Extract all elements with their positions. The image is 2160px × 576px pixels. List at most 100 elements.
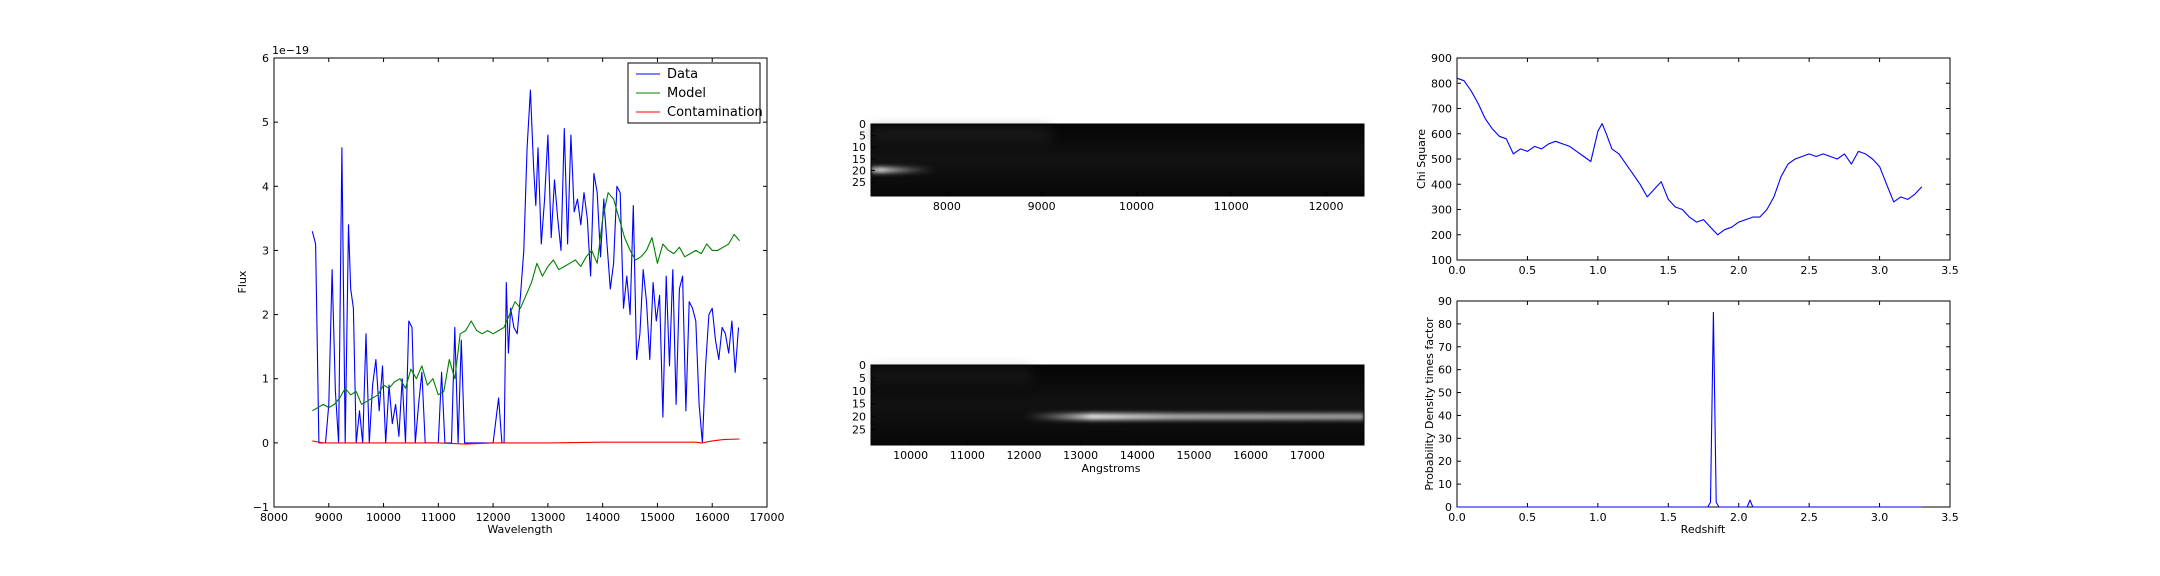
data-line	[311, 89, 740, 444]
p2-xtick-label: 9000	[1028, 200, 1056, 213]
probability-x-ticks: 0.0 0.5 1.0 1.5 2.0 2.5 3.0 3.5	[1448, 301, 1959, 524]
spectrum-ytick-label: 6	[262, 52, 269, 65]
probability-y-label: Probability Density times factor	[1423, 317, 1436, 491]
prob-ytick-label: 50	[1438, 387, 1452, 400]
p3-ytick-label: 0	[859, 359, 866, 372]
prob-ytick-label: 60	[1438, 364, 1452, 377]
p2-xtick-label: 8000	[933, 200, 961, 213]
p3-ytick-label: 5	[859, 372, 866, 385]
p3-xtick-label: 11000	[950, 449, 985, 462]
prob-ytick-label: 40	[1438, 409, 1452, 422]
spectrum-ytick-label: 4	[262, 180, 269, 193]
p3-ytick-label: 10	[852, 385, 866, 398]
chi-xtick-label: 1.5	[1660, 264, 1678, 277]
p2-ytick-label: 0	[859, 118, 866, 131]
spectrum-2d-bottom-panel: 10000 11000 12000 13000 14000 15000 16000 17000…	[852, 359, 1365, 475]
prob-xtick-label: 2.5	[1800, 511, 1818, 524]
angstroms-label: Angstroms	[1082, 462, 1141, 475]
spectrum-panel: 8000 9000 10000 11000 12000 13000 14000 15000 16…	[236, 44, 785, 536]
spectrum-2d-bottom-haze	[871, 368, 1031, 382]
probability-panel: 0.0 0.5 1.0 1.5 2.0 2.5 3.0 3.5 0 10 20 30 40 50 60 70…	[1423, 295, 1959, 536]
p3-xtick-label: 17000	[1290, 449, 1325, 462]
chi-ytick-label: 600	[1431, 128, 1452, 141]
chi-xtick-label: 0.0	[1448, 264, 1466, 277]
probability-y-ticks: 0 10 20 30 40 50 60 70 80 90	[1438, 295, 1950, 514]
prob-ytick-label: 0	[1445, 501, 1452, 514]
model-line	[312, 192, 741, 412]
chi-ytick-label: 100	[1431, 254, 1452, 267]
legend-label-data: Data	[667, 67, 698, 82]
spectrum-2d-bottom-frame	[870, 364, 1365, 446]
prob-ytick-label: 30	[1438, 432, 1452, 445]
spectrum-xtick-label: 15000	[640, 511, 675, 524]
chi-ytick-label: 700	[1431, 103, 1452, 116]
prob-xtick-label: 1.5	[1660, 511, 1678, 524]
chi-ytick-label: 300	[1431, 204, 1452, 217]
p3-xtick-label: 16000	[1233, 449, 1268, 462]
probability-line	[1457, 311, 1922, 508]
prob-xtick-label: 0.5	[1519, 511, 1537, 524]
p2-ytick-label: 15	[852, 153, 866, 166]
spectrum-xtick-label: 13000	[530, 511, 565, 524]
p3-xtick-label: 12000	[1007, 449, 1042, 462]
spectrum-ytick-label: 0	[262, 437, 269, 450]
p2-xtick-label: 10000	[1119, 200, 1154, 213]
prob-ytick-label: 20	[1438, 455, 1452, 468]
spectrum-ytick-label: 1	[262, 373, 269, 386]
chi-square-axes	[1456, 57, 1951, 261]
p3-xtick-label: 10000	[893, 449, 928, 462]
chi-ytick-label: 400	[1431, 178, 1452, 191]
probability-series	[1457, 311, 1922, 508]
prob-xtick-label: 3.0	[1871, 511, 1889, 524]
chi-xtick-label: 3.0	[1871, 264, 1889, 277]
spectrum-2d-bottom-trace	[1024, 413, 1364, 420]
chi-ytick-label: 800	[1431, 77, 1452, 90]
spectrum-ytick-label: −1	[253, 501, 269, 514]
spectrum-series	[311, 89, 741, 445]
spectrum-y-ticks: −1 0 1 2 3 4 5 6	[253, 52, 767, 514]
y-multiplier: 1e−19	[272, 44, 309, 57]
p2-ytick-label: 5	[859, 130, 866, 143]
chi-square-panel: 0.0 0.5 1.0 1.5 2.0 2.5 3.0 3.5 100 200 300 400 500…	[1415, 52, 1959, 277]
prob-ytick-label: 10	[1438, 478, 1452, 491]
prob-xtick-label: 1.0	[1589, 511, 1607, 524]
spectrum-ytick-label: 3	[262, 244, 269, 257]
p3-ytick-label: 20	[852, 411, 866, 424]
prob-xtick-label: 0.0	[1448, 511, 1466, 524]
legend-label-contamination: Contamination	[667, 105, 763, 120]
p2-ytick-label: 10	[852, 141, 866, 154]
p2-ytick-label: 25	[852, 176, 866, 189]
spectrum-2d-top-x-ticks: 8000 9000 10000 11000 12000	[933, 192, 1344, 213]
p2-xtick-label: 11000	[1214, 200, 1249, 213]
p3-xtick-label: 14000	[1120, 449, 1155, 462]
chi-square-y-ticks: 100 200 300 400 500 600 700 800 900	[1431, 52, 1950, 267]
chi-ytick-label: 900	[1431, 52, 1452, 65]
prob-xtick-label: 2.0	[1730, 511, 1748, 524]
p2-xtick-label: 12000	[1309, 200, 1344, 213]
p3-xtick-label: 15000	[1177, 449, 1212, 462]
redshift-label: Redshift	[1681, 523, 1726, 536]
spectrum-xtick-label: 14000	[585, 511, 620, 524]
spectrum-xtick-label: 16000	[695, 511, 730, 524]
p3-ytick-label: 25	[852, 424, 866, 437]
chi-square-x-ticks: 0.0 0.5 1.0 1.5 2.0 2.5 3.0 3.5	[1448, 58, 1959, 277]
p3-ytick-label: 15	[852, 398, 866, 411]
legend: Data Model Contamination	[627, 62, 763, 124]
prob-ytick-label: 70	[1438, 341, 1452, 354]
prob-ytick-label: 80	[1438, 318, 1452, 331]
spectrum-2d-top-frame	[870, 123, 1365, 197]
spectrum-x-label: Wavelength	[487, 523, 552, 536]
spectrum-2d-top-haze	[871, 127, 1051, 141]
probability-axes	[1456, 300, 1951, 508]
chi-square-series	[1456, 77, 1923, 236]
spectrum-xtick-label: 8000	[260, 511, 288, 524]
contamination-line	[312, 438, 740, 445]
chi-square-line	[1456, 77, 1923, 236]
spectrum-xtick-label: 9000	[315, 511, 343, 524]
spectrum-xtick-label: 11000	[421, 511, 456, 524]
chi-xtick-label: 3.5	[1941, 264, 1959, 277]
